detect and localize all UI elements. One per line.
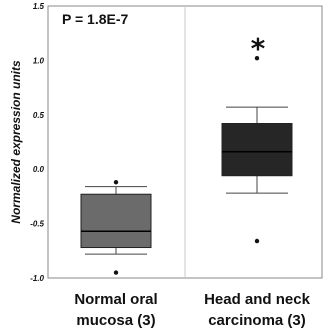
y-tick-label: 1.0 xyxy=(33,56,45,65)
y-tick-labels: 1.5 1.0 0.5 0.0 -0.5 -1.0 xyxy=(30,2,44,283)
y-tick-label: -0.5 xyxy=(30,220,44,229)
p-value-annotation: P = 1.8E-7 xyxy=(62,11,129,27)
box-groups xyxy=(80,56,293,275)
outlier-point xyxy=(254,56,260,61)
y-tick-label: -1.0 xyxy=(30,274,44,283)
outlier-point xyxy=(113,180,119,185)
category-label-normal-line2: mucosa (3) xyxy=(76,312,155,329)
outlier-point xyxy=(113,270,119,275)
box xyxy=(80,193,152,249)
category-label-normal-line1: Normal oral xyxy=(74,291,157,308)
y-tick-label: 1.5 xyxy=(33,2,45,11)
significance-star: * xyxy=(251,32,266,65)
category-label-carcinoma-line2: carcinoma (3) xyxy=(208,312,306,329)
y-axis-label: Normalized expression units xyxy=(9,60,23,224)
y-tick-label: 0.0 xyxy=(33,165,45,174)
y-tick-label: 0.5 xyxy=(33,111,45,120)
box xyxy=(221,123,293,177)
outlier-point xyxy=(254,238,260,244)
category-label-carcinoma-line1: Head and neck xyxy=(204,291,311,308)
